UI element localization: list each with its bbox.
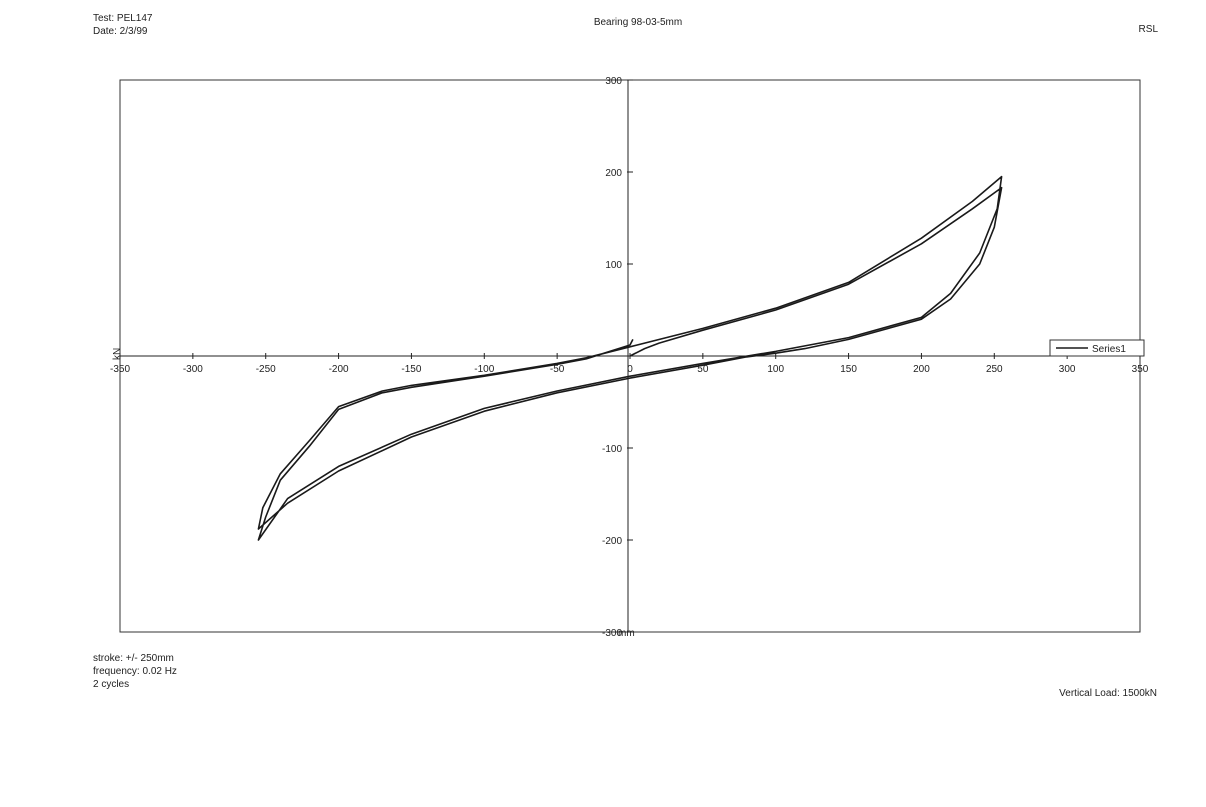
legend-box <box>1049 339 1145 357</box>
x-tick-label: -100 <box>474 364 494 375</box>
frequency-text: frequency: 0.02 Hz <box>93 666 177 677</box>
test-date: Date: 2/3/99 <box>93 26 148 37</box>
x-tick-label: -350 <box>110 364 130 375</box>
y-tick-label: -100 <box>602 444 622 455</box>
x-tick-label: 0 <box>627 364 633 375</box>
x-tick-label: -300 <box>183 364 203 375</box>
y-tick-label: 100 <box>605 260 622 271</box>
y-axis-unit-label: kN <box>112 348 123 360</box>
test-info: Test: PEL147 Date: 2/3/99 <box>93 12 152 38</box>
x-tick-label: 150 <box>840 364 857 375</box>
y-tick-label: -300 <box>602 628 622 639</box>
legend-label: Series1 <box>1092 344 1126 355</box>
x-tick-label: 200 <box>913 364 930 375</box>
x-tick-label: -250 <box>256 364 276 375</box>
test-id: Test: PEL147 <box>93 13 153 24</box>
x-tick-label: 100 <box>767 364 784 375</box>
chart-title: Bearing 98-03-5mm <box>593 17 683 28</box>
vertical-load-text: Vertical Load: 1500kN <box>1059 688 1157 699</box>
y-tick-label: 200 <box>605 168 622 179</box>
stroke-text: stroke: +/- 250mm <box>93 653 174 664</box>
x-tick-label: 300 <box>1059 364 1076 375</box>
x-tick-label: -50 <box>550 364 565 375</box>
y-tick-label: -200 <box>602 536 622 547</box>
x-tick-label: 250 <box>986 364 1003 375</box>
y-tick-label: 300 <box>605 76 622 87</box>
org-label: RSL <box>1138 24 1158 35</box>
series1-line <box>257 175 1003 541</box>
x-tick-label: -200 <box>329 364 349 375</box>
axis-tick-labels: -350 -300 -250 -200 -150 -100 -50 0 50 100 150 200 2… <box>110 76 1149 639</box>
x-tick-label: 350 <box>1132 364 1149 375</box>
x-axis-unit-label: mm <box>618 628 635 639</box>
legend: Series1 <box>1049 339 1145 357</box>
x-tick-label: -150 <box>401 364 421 375</box>
test-parameters: stroke: +/- 250mm frequency: 0.02 Hz 2 c… <box>93 652 177 691</box>
x-tick-label: 50 <box>697 364 709 375</box>
cycles-text: 2 cycles <box>93 679 130 690</box>
